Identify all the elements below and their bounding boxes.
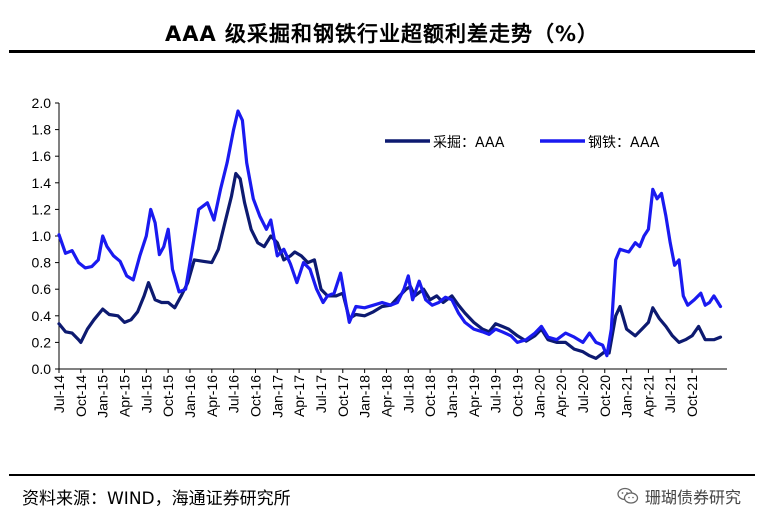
x-tick-label: Jul-19 [488, 375, 504, 413]
x-tick-label: Jan-21 [619, 375, 635, 418]
series-line-steel [57, 109, 723, 358]
series-line-mining [57, 171, 723, 360]
y-tick-label: 0.2 [32, 334, 52, 350]
x-tick-label: Apr-15 [116, 375, 132, 417]
x-tick-label: Jul-20 [575, 375, 591, 413]
y-tick-label: 0.0 [32, 361, 52, 377]
x-tick-label: Jan-16 [182, 375, 198, 418]
y-tick-label: 1.2 [32, 201, 52, 217]
footer-divider [9, 474, 755, 476]
x-tick-label: Apr-20 [553, 375, 569, 417]
title-box: AAA 级采掘和钢铁行业超额利差走势（%） [9, 8, 755, 54]
y-tick-label: 0.8 [32, 255, 52, 271]
y-tick-label: 1.0 [32, 228, 52, 244]
x-tick-label: Apr-16 [204, 375, 220, 417]
x-tick-label: Oct-20 [597, 375, 613, 417]
x-tick-label: Jan-20 [531, 375, 547, 418]
x-tick-label: Jul-15 [138, 375, 154, 413]
source-note: 资料来源：WIND，海通证券研究所 [22, 489, 291, 509]
x-tick-label: Jul-17 [313, 375, 329, 413]
x-tick-label: Oct-15 [160, 375, 176, 417]
x-tick-label: Jul-16 [226, 375, 242, 413]
x-tick-label: Jul-18 [400, 375, 416, 413]
title-underline [9, 50, 755, 53]
x-tick-label: Oct-18 [422, 375, 438, 417]
y-tick-label: 0.4 [32, 308, 52, 324]
x-tick-label: Apr-19 [466, 375, 482, 417]
watermark-text: 珊瑚债券研究 [644, 488, 741, 507]
y-tick-label: 1.6 [32, 148, 52, 164]
wechat-icon [617, 487, 639, 504]
x-tick-label: Oct-19 [509, 375, 525, 417]
x-tick-label: Jul-21 [662, 375, 678, 413]
x-tick-label: Oct-14 [73, 375, 89, 417]
x-tick-label: Oct-21 [684, 375, 700, 417]
legend-label-mining: 采掘：AAA [433, 135, 505, 151]
y-tick-label: 0.6 [32, 281, 52, 297]
y-tick-label: 1.4 [32, 175, 52, 191]
y-tick-label: 2.0 [32, 95, 52, 111]
series-layer [57, 109, 723, 360]
x-tick-label: Jan-19 [444, 375, 460, 418]
x-tick-label: Jan-15 [95, 375, 111, 418]
x-tick-label: Oct-16 [247, 375, 263, 417]
x-tick-label: Jan-18 [357, 375, 373, 418]
x-tick-label: Jul-14 [51, 375, 67, 413]
x-tick-label: Apr-21 [640, 375, 656, 417]
x-tick-label: Apr-18 [378, 375, 394, 417]
legend: 采掘：AAA 钢铁：AAA [385, 135, 660, 151]
y-tick-label: 1.8 [32, 122, 52, 138]
x-tick-label: Jan-17 [269, 375, 285, 418]
x-tick-label: Oct-17 [335, 375, 351, 417]
watermark: 珊瑚债券研究 [617, 484, 741, 508]
legend-label-steel: 钢铁：AAA [588, 135, 660, 151]
chart-title: AAA 级采掘和钢铁行业超额利差走势（%） [164, 22, 600, 46]
x-tick-label: Apr-17 [291, 375, 307, 417]
